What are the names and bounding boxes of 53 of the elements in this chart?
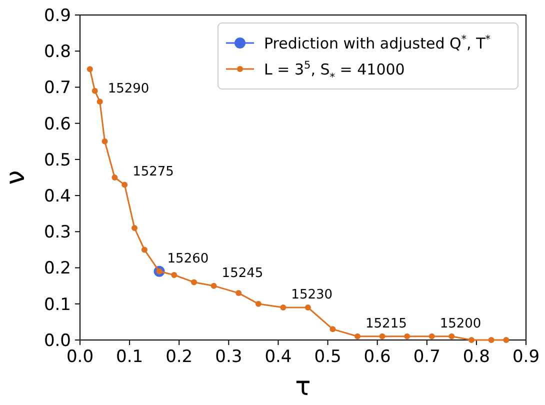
point: [190, 279, 197, 286]
point: [132, 225, 138, 232]
point: [428, 333, 435, 340]
y-tick-label: 0.9: [44, 6, 71, 26]
y-tick-label: 0.2: [44, 258, 71, 279]
point: [448, 333, 455, 340]
y-tick-label: 0.6: [44, 114, 71, 134]
point: [86, 66, 93, 72]
annotation: 15200: [440, 316, 482, 332]
annotation: 15245: [222, 266, 264, 281]
point: [92, 88, 98, 94]
annotation: 15260: [167, 251, 209, 266]
point: [280, 304, 286, 310]
y-axis-title: ν: [1, 170, 31, 185]
y-tick-label: 0.1: [44, 294, 71, 315]
point: [304, 304, 311, 310]
point: [255, 300, 262, 307]
point: [354, 333, 361, 340]
x-tick-label: 0.6: [364, 347, 391, 367]
point: [379, 333, 386, 340]
point: [102, 138, 108, 144]
point: [141, 246, 148, 253]
x-tick-label: 0.2: [166, 347, 193, 367]
point: [503, 337, 510, 343]
y-tick-label: 0.8: [44, 42, 71, 62]
point: [96, 98, 103, 105]
x-tick-label: 0.7: [413, 347, 440, 367]
point: [488, 337, 494, 343]
point: [404, 333, 410, 340]
annotation: 15215: [366, 316, 407, 332]
x-tick-label: 0.4: [264, 347, 292, 367]
point: [330, 326, 336, 332]
legend-label: Prediction with adjusted Q$^{*}$, T$^{*}$: [264, 33, 490, 52]
y-tick-label: 0.7: [44, 78, 71, 98]
x-tick-label: 0.9: [512, 347, 540, 367]
x-tick-label: 0.1: [116, 347, 144, 367]
x-tick-label: 0.5: [314, 347, 342, 367]
y-tick-label: 0.5: [44, 150, 71, 170]
annotation: 15290: [108, 82, 150, 97]
y-tick-label: 0.4: [44, 186, 71, 207]
x-tick-label: 0.8: [462, 347, 490, 367]
point: [468, 337, 474, 343]
x-axis-title: τ: [295, 372, 311, 402]
point: [236, 290, 242, 296]
y-tick-label: 0.3: [44, 222, 71, 243]
legend-label: L = 3$^{5}$, S$_{*}$ = 41000: [264, 59, 405, 84]
x-tick-label: 0.3: [215, 347, 242, 367]
point: [210, 282, 217, 289]
point: [112, 174, 118, 180]
annotation: 15230: [291, 288, 333, 302]
point: [171, 272, 178, 278]
annotation: 15275: [132, 164, 174, 180]
point: [122, 182, 128, 188]
